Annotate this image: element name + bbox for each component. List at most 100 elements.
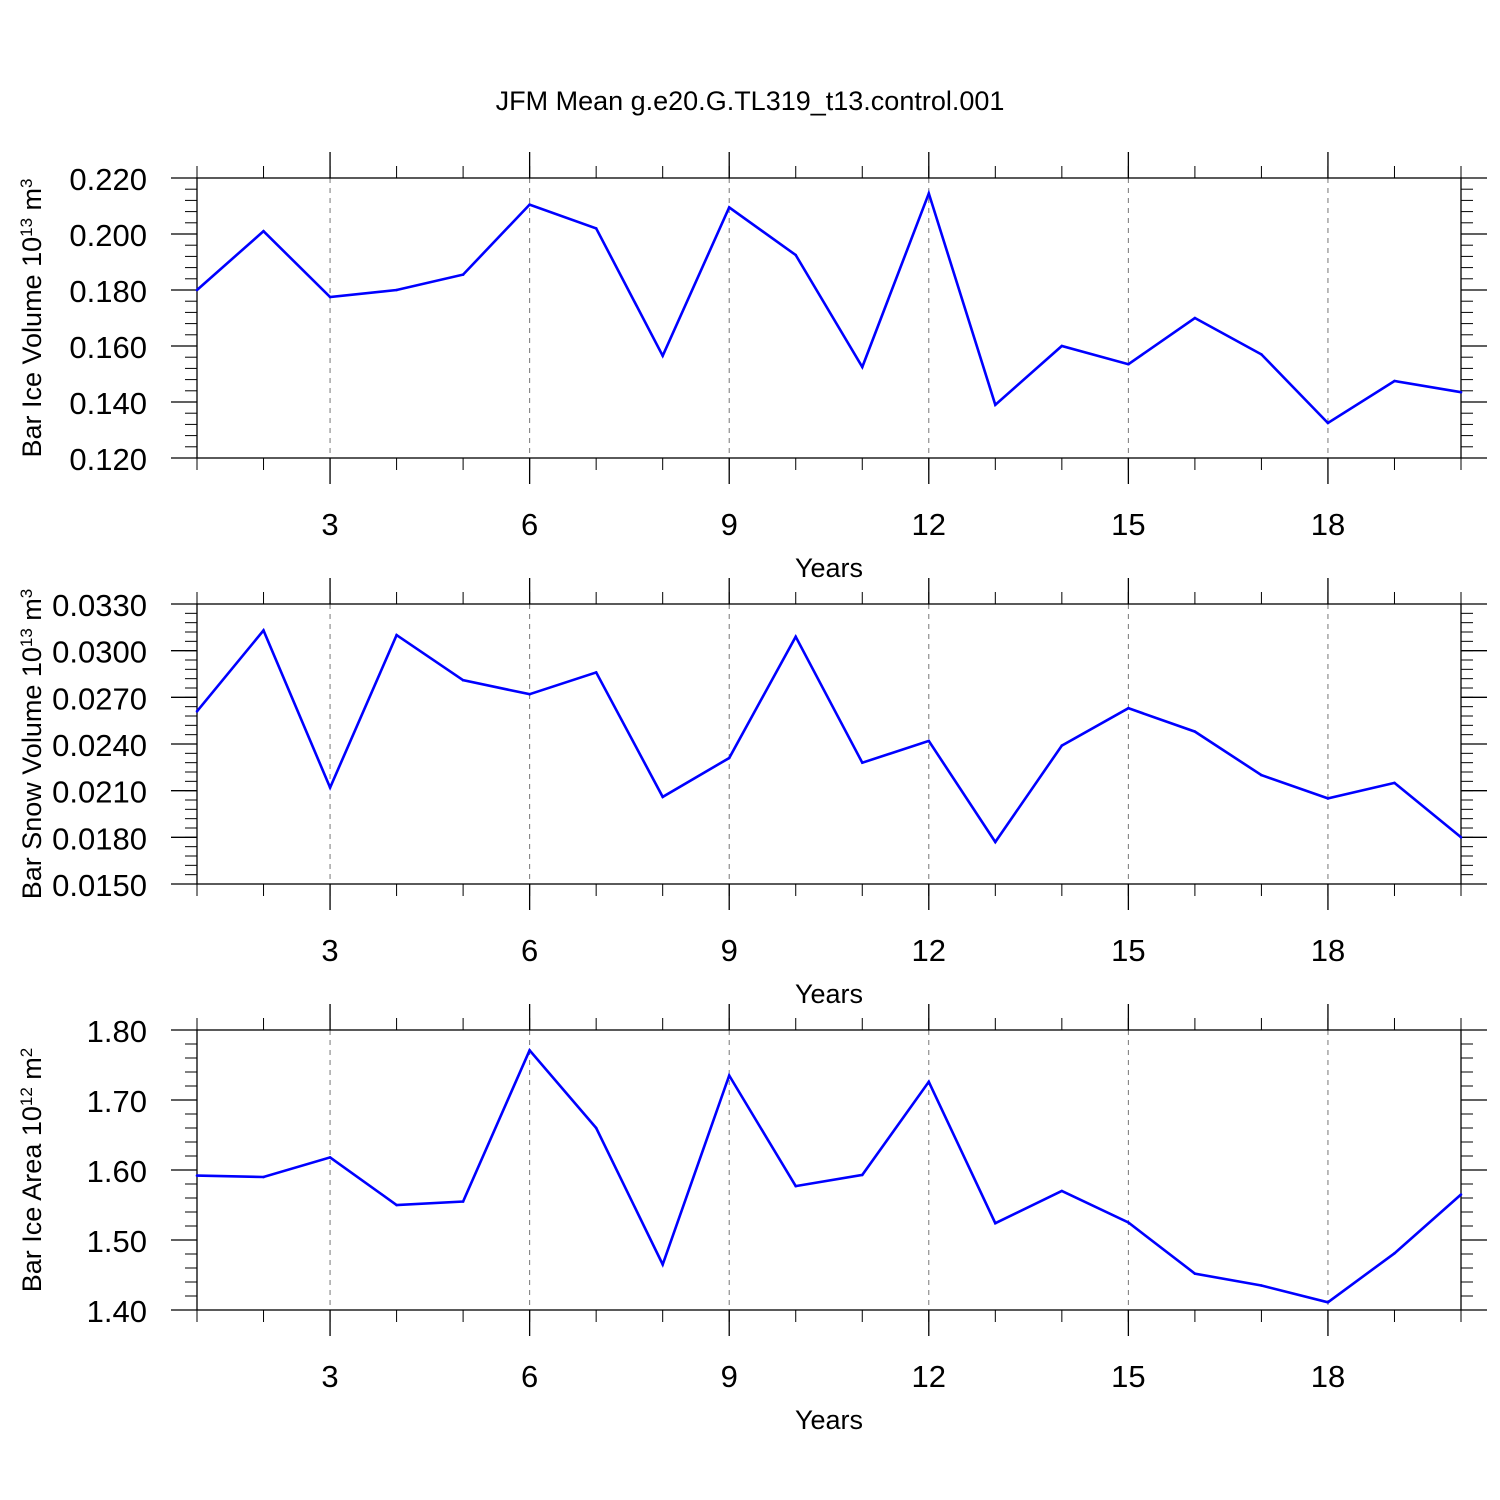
x-tick-label: 3 xyxy=(321,1359,338,1394)
data-point xyxy=(1393,781,1396,785)
data-point xyxy=(1459,1193,1463,1196)
data-point xyxy=(395,1203,398,1207)
data-point xyxy=(994,840,997,844)
data-point xyxy=(262,229,265,233)
data-point xyxy=(594,671,598,674)
data-point xyxy=(395,633,398,637)
y-tick-label: 0.0300 xyxy=(52,635,147,670)
data-point xyxy=(1326,797,1330,800)
data-point xyxy=(727,756,731,760)
data-point xyxy=(262,629,265,632)
data-point xyxy=(1127,362,1130,366)
data-point xyxy=(661,795,664,799)
data-point xyxy=(1393,379,1396,383)
data-point xyxy=(461,1200,465,1203)
data-point xyxy=(927,1080,931,1084)
x-tick-label: 9 xyxy=(721,933,738,968)
x-tick-label: 18 xyxy=(1311,507,1345,542)
y-tick-label: 0.0180 xyxy=(52,821,147,856)
data-point xyxy=(461,678,465,682)
data-point xyxy=(727,1074,731,1077)
chart-panel-1: 0.120 0.140 0.160 0.180 0.200 0.220 3 6 9 12 15 18 Y… xyxy=(17,152,1487,583)
data-point xyxy=(860,1173,864,1177)
x-tick-label: 9 xyxy=(721,507,738,542)
data-point xyxy=(661,354,664,358)
data-point xyxy=(1060,344,1064,348)
data-point xyxy=(1127,706,1130,710)
x-tick-label: 6 xyxy=(521,1359,538,1394)
data-point xyxy=(594,227,598,230)
x-tick-label: 18 xyxy=(1311,933,1345,968)
x-tick-label: 9 xyxy=(721,1359,738,1394)
x-tick-label: 12 xyxy=(912,933,946,968)
data-point xyxy=(860,365,864,369)
data-point xyxy=(1459,836,1463,839)
data-point xyxy=(927,192,931,195)
data-point xyxy=(794,635,798,638)
x-tick-label: 15 xyxy=(1111,1359,1145,1394)
data-point xyxy=(860,761,864,764)
data-point xyxy=(195,710,199,713)
data-point xyxy=(195,288,199,292)
data-point xyxy=(1193,1272,1197,1275)
data-point xyxy=(1459,390,1463,394)
data-point xyxy=(794,253,798,257)
data-point xyxy=(528,1049,531,1052)
y-tick-label: 1.70 xyxy=(87,1084,147,1119)
y-tick-label: 1.60 xyxy=(87,1154,147,1189)
y-tick-label: 0.0210 xyxy=(52,775,147,810)
data-point xyxy=(1260,1284,1263,1287)
plot-frame xyxy=(196,1029,1462,1311)
y-tick-label: 1.40 xyxy=(87,1294,147,1329)
chart-panel-2: 0.0150 0.0180 0.0210 0.0240 0.0270 0.0300 0.03… xyxy=(17,578,1487,1009)
plot-frame xyxy=(196,603,1462,885)
data-point xyxy=(328,295,332,299)
data-point xyxy=(1260,353,1263,356)
x-tick-label: 3 xyxy=(321,933,338,968)
series-line xyxy=(196,1047,1462,1304)
data-point xyxy=(727,206,731,209)
x-tick-label: 12 xyxy=(912,507,946,542)
data-point xyxy=(1326,421,1330,425)
y-tick-label: 0.200 xyxy=(69,218,147,253)
y-tick-label: 0.0270 xyxy=(52,681,147,716)
data-point xyxy=(328,786,332,789)
data-point xyxy=(1326,1301,1330,1304)
x-tick-label: 3 xyxy=(321,507,338,542)
x-axis-label: Years xyxy=(795,553,863,583)
page-title: JFM Mean g.e20.G.TL319_t13.control.001 xyxy=(495,86,1005,116)
y-tick-label: 0.140 xyxy=(69,386,147,421)
series-line xyxy=(195,627,1462,845)
data-point xyxy=(328,1156,332,1159)
y-tick-label: 1.50 xyxy=(87,1224,147,1259)
data-point xyxy=(994,1221,997,1225)
y-tick-label: 0.0330 xyxy=(52,588,147,623)
x-tick-label: 6 xyxy=(521,933,538,968)
y-tick-label: 0.0240 xyxy=(52,728,147,763)
y-axis-label: Bar Ice Volume 1013 m3 xyxy=(17,178,48,457)
data-point xyxy=(461,273,465,276)
data-point xyxy=(1193,316,1197,320)
y-tick-label: 1.80 xyxy=(87,1014,147,1049)
data-point xyxy=(528,203,531,206)
data-point xyxy=(1060,744,1064,747)
y-axis-label: Bar Snow Volume 1013 m3 xyxy=(17,589,48,900)
x-tick-label: 6 xyxy=(521,507,538,542)
data-point xyxy=(395,288,398,292)
data-point xyxy=(994,403,997,407)
data-point xyxy=(262,1175,265,1179)
data-point xyxy=(1127,1221,1130,1224)
data-point xyxy=(1260,773,1263,777)
y-tick-label: 0.220 xyxy=(69,162,147,197)
x-tick-label: 12 xyxy=(912,1359,946,1394)
x-tick-label: 18 xyxy=(1311,1359,1345,1394)
x-tick-label: 15 xyxy=(1111,933,1145,968)
series-line xyxy=(196,189,1462,425)
data-point xyxy=(195,1174,199,1177)
chart-panel-3: 1.40 1.50 1.60 1.70 1.80 3 6 9 12 15 18 Years Bar Ic… xyxy=(17,1004,1487,1435)
data-point xyxy=(1060,1189,1064,1193)
data-point xyxy=(927,739,931,743)
plot-frame xyxy=(196,177,1462,459)
data-point xyxy=(594,1126,598,1130)
